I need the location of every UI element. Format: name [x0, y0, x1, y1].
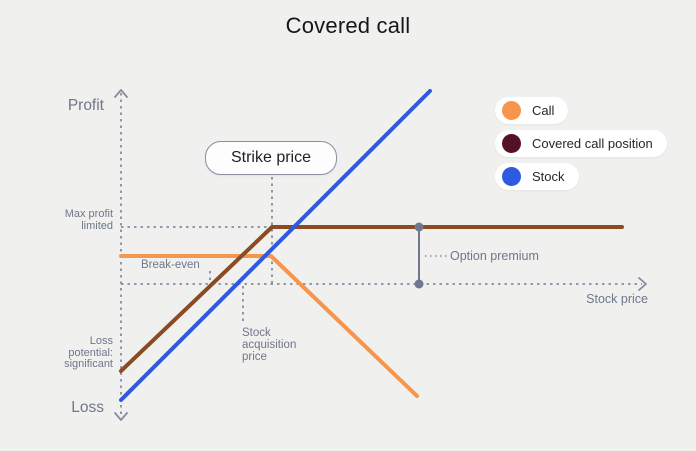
- y-axis-up-arrow-icon: [114, 89, 128, 98]
- page-title: Covered call: [285, 13, 411, 38]
- legend-color-dot: [502, 134, 521, 153]
- break-even-label: Break-even: [141, 259, 200, 271]
- stock-line: [119, 89, 432, 402]
- covered-call-position-line: [119, 225, 624, 373]
- legend-item-call[interactable]: Call: [495, 97, 569, 124]
- y-axis-down-arrow-icon: [114, 412, 128, 421]
- legend-item-covered-call-position[interactable]: Covered call position: [495, 130, 667, 157]
- guide-lines: [120, 93, 642, 417]
- x-axis-stock-price-label: Stock price: [586, 292, 648, 306]
- y-axis-loss-label: Loss: [71, 399, 104, 416]
- premium-top-dot: [414, 222, 424, 232]
- axis-arrows: [114, 89, 647, 421]
- legend: Call Covered call position Stock: [495, 97, 667, 190]
- premium-bottom-dot: [414, 279, 424, 289]
- strike-price-callout: Strike price: [205, 141, 337, 175]
- option-premium-connector: [414, 222, 447, 289]
- y-axis-profit-label: Profit: [67, 97, 104, 114]
- option-premium-label: Option premium: [450, 249, 539, 263]
- legend-item-stock[interactable]: Stock: [495, 163, 579, 190]
- call-line: [119, 254, 419, 398]
- legend-color-dot: [502, 101, 521, 120]
- max-profit-label: Max profit limited: [64, 208, 113, 232]
- legend-item-label: Covered call position: [532, 136, 653, 151]
- strike-price-text: Strike price: [230, 149, 312, 166]
- loss-potential-label: Loss potential: significant: [64, 335, 113, 370]
- x-axis-right-arrow-icon: [638, 277, 647, 291]
- stock-acquisition-price-label: Stock acquisition price: [242, 327, 297, 363]
- legend-color-dot: [502, 167, 521, 186]
- payoff-lines: [119, 89, 624, 402]
- legend-item-label: Call: [532, 103, 555, 118]
- legend-item-label: Stock: [532, 169, 565, 184]
